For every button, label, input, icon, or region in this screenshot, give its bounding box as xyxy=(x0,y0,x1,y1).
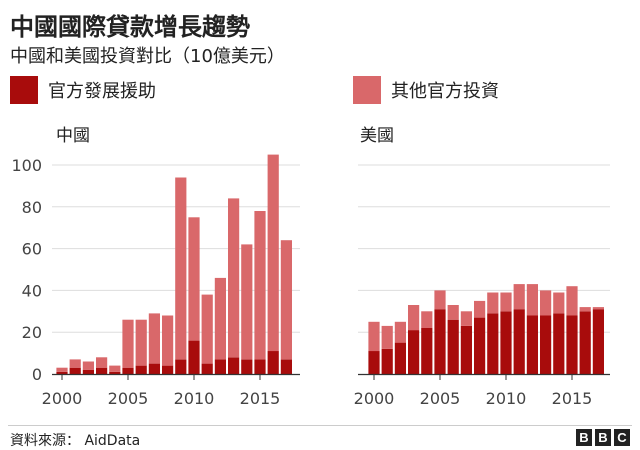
bar-us-2004-s0 xyxy=(421,328,432,374)
bar-us-2012-s0 xyxy=(527,316,538,375)
bar-china-2008-s0 xyxy=(162,366,173,374)
bar-china-2005-s0 xyxy=(122,368,133,374)
bar-us-2008-s0 xyxy=(474,318,485,374)
bar-china-2004-s1 xyxy=(109,366,120,372)
bar-china-2002-s0 xyxy=(83,370,94,374)
bar-us-2003-s0 xyxy=(408,330,419,374)
bar-china-2017-s0 xyxy=(281,359,292,374)
bbc-logo-letter: C xyxy=(614,429,630,446)
bar-china-2014-s0 xyxy=(241,359,252,374)
bar-us-2001-s0 xyxy=(382,349,393,374)
x-tick-label: 2000 xyxy=(42,389,83,408)
bar-china-2001-s0 xyxy=(70,368,81,374)
bar-us-2005-s1 xyxy=(434,290,445,309)
bar-us-2017-s0 xyxy=(593,309,604,374)
bar-china-2003-s1 xyxy=(96,357,107,368)
y-tick-label: 20 xyxy=(22,323,42,342)
bar-us-2006-s1 xyxy=(448,305,459,320)
bar-china-2009-s1 xyxy=(175,178,186,360)
bar-china-2017-s1 xyxy=(281,240,292,359)
x-tick-label: 2005 xyxy=(108,389,149,408)
bar-china-2007-s0 xyxy=(149,364,160,374)
bar-us-2010-s0 xyxy=(500,311,511,374)
bar-china-2015-s0 xyxy=(254,359,265,374)
bar-us-2008-s1 xyxy=(474,301,485,318)
x-tick-label: 2010 xyxy=(486,389,527,408)
x-tick-label: 2015 xyxy=(240,389,281,408)
bar-us-2000-s1 xyxy=(368,322,379,351)
bar-us-2007-s0 xyxy=(461,326,472,374)
bar-china-2007-s1 xyxy=(149,313,160,363)
bbc-logo: B B C xyxy=(576,429,630,446)
bar-us-2002-s1 xyxy=(395,322,406,343)
bar-us-2004-s1 xyxy=(421,311,432,328)
bar-us-2003-s1 xyxy=(408,305,419,330)
bar-china-2016-s0 xyxy=(268,351,279,374)
bbc-logo-letter: B xyxy=(576,429,592,446)
bar-china-2005-s1 xyxy=(122,320,133,368)
footer-divider xyxy=(8,425,632,426)
source-note: 資料來源： AidData xyxy=(10,430,140,450)
charts-area: 中國 0 20 40 60 80 100 2000 2005 2010 2015 美國 2000 2005… xyxy=(0,0,640,420)
bar-us-2010-s1 xyxy=(500,293,511,312)
bar-china-2009-s0 xyxy=(175,359,186,374)
bar-china-2006-s1 xyxy=(136,320,147,366)
bar-china-2015-s1 xyxy=(254,211,265,359)
bar-china-2013-s1 xyxy=(228,198,239,357)
bar-us-2013-s1 xyxy=(540,290,551,315)
bar-china-2002-s1 xyxy=(83,362,94,370)
bar-us-2011-s0 xyxy=(514,309,525,374)
bar-us-2015-s0 xyxy=(566,316,577,375)
bar-china-2016-s1 xyxy=(268,155,279,352)
bar-china-2014-s1 xyxy=(241,244,252,359)
bar-us-2011-s1 xyxy=(514,284,525,309)
bbc-logo-letter: B xyxy=(595,429,611,446)
bar-china-2004-s0 xyxy=(109,372,120,374)
bar-china-2013-s0 xyxy=(228,357,239,374)
panel-title-china: 中國 xyxy=(56,126,90,146)
bar-us-2013-s0 xyxy=(540,316,551,375)
bar-china-2008-s1 xyxy=(162,316,173,366)
y-tick-label: 0 xyxy=(32,365,42,384)
bar-us-2014-s0 xyxy=(553,313,564,374)
bar-us-2001-s1 xyxy=(382,326,393,349)
bar-us-2009-s1 xyxy=(487,293,498,314)
bar-china-2000-s0 xyxy=(56,372,67,374)
y-tick-label: 40 xyxy=(22,281,42,300)
bar-us-2007-s1 xyxy=(461,311,472,326)
x-tick-label: 2015 xyxy=(552,389,593,408)
x-tick-label: 2000 xyxy=(354,389,395,408)
bar-us-2012-s1 xyxy=(527,284,538,315)
bar-china-2006-s0 xyxy=(136,366,147,374)
y-tick-label: 80 xyxy=(22,198,42,217)
bar-china-2003-s0 xyxy=(96,368,107,374)
x-tick-label: 2005 xyxy=(420,389,461,408)
bar-us-2000-s0 xyxy=(368,351,379,374)
bar-china-2010-s0 xyxy=(188,341,199,374)
bar-us-2015-s1 xyxy=(566,286,577,315)
bar-us-2009-s0 xyxy=(487,313,498,374)
bar-us-2014-s1 xyxy=(553,293,564,314)
bar-china-2010-s1 xyxy=(188,217,199,340)
y-tick-label: 60 xyxy=(22,240,42,259)
bar-china-2012-s0 xyxy=(215,359,226,374)
y-tick-label: 100 xyxy=(11,156,42,175)
bar-china-2012-s1 xyxy=(215,278,226,360)
panel-title-us: 美國 xyxy=(360,126,394,146)
bar-china-2001-s1 xyxy=(70,359,81,367)
bar-us-2005-s0 xyxy=(434,309,445,374)
bar-china-2011-s1 xyxy=(202,295,213,364)
bar-us-2016-s1 xyxy=(580,307,591,311)
bar-us-2002-s0 xyxy=(395,343,406,374)
bar-us-2006-s0 xyxy=(448,320,459,374)
x-tick-label: 2010 xyxy=(174,389,215,408)
bar-china-2011-s0 xyxy=(202,364,213,374)
bar-us-2016-s0 xyxy=(580,311,591,374)
bar-china-2000-s1 xyxy=(56,368,67,372)
bar-us-2017-s1 xyxy=(593,307,604,309)
